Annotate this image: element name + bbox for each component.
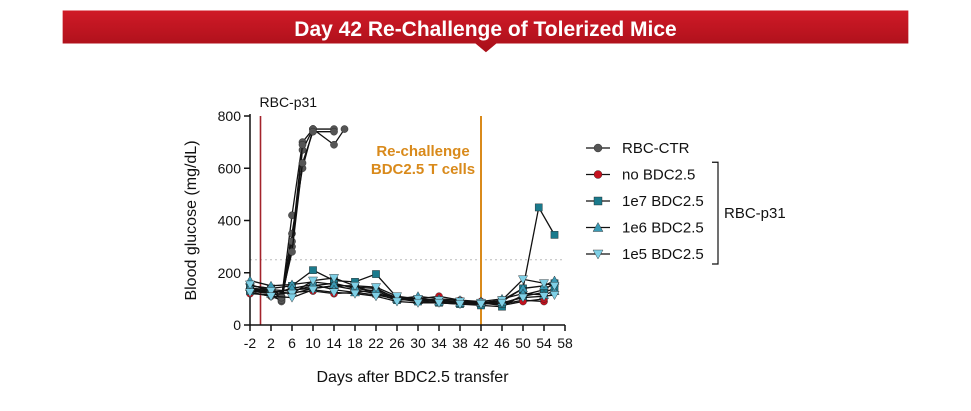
data-point xyxy=(308,285,318,295)
banner-shape xyxy=(62,10,909,53)
data-point xyxy=(245,288,255,298)
legend-label: 1e5 BDC2.5 xyxy=(622,246,704,263)
rechallenge-label-line2: BDC2.5 T cells xyxy=(371,161,475,178)
legend-item: 1e7 BDC2.5 xyxy=(586,193,704,210)
series-layer xyxy=(245,125,560,311)
legend-label: RBC-CTR xyxy=(622,140,690,157)
series-line xyxy=(249,277,555,304)
x-tick-label: 50 xyxy=(515,335,531,351)
y-tick-label: 0 xyxy=(233,317,241,333)
rbc-injection-label: RBC-p31 xyxy=(260,94,318,110)
x-tick-label: 38 xyxy=(452,335,468,351)
data-point xyxy=(340,125,349,133)
data-point xyxy=(497,298,507,308)
data-point xyxy=(539,279,549,289)
data-point xyxy=(330,127,338,136)
data-point xyxy=(245,280,255,290)
data-point xyxy=(534,203,543,212)
data-point xyxy=(372,270,380,278)
x-tick-label: 46 xyxy=(494,335,510,351)
legend-label: 1e7 BDC2.5 xyxy=(622,193,704,210)
data-point xyxy=(287,293,297,303)
data-point xyxy=(309,127,317,136)
data-point xyxy=(392,297,402,307)
legend: RBC-CTR no BDC2.5 1e7 BDC2.5 1e6 BDC2.5 1e5 … xyxy=(586,140,704,263)
x-tick-label: 6 xyxy=(288,335,296,351)
legend-bracket xyxy=(712,161,719,265)
x-tick-label: 54 xyxy=(536,335,552,351)
x-tick-label: -2 xyxy=(244,335,257,351)
data-point xyxy=(288,248,296,256)
data-point xyxy=(266,287,276,297)
data-point xyxy=(298,140,307,149)
data-point xyxy=(329,288,339,298)
page-title: Day 42 Re-Challenge of Tolerized Mice xyxy=(294,18,677,41)
rechallenge-label-line1: Re-challenge xyxy=(376,143,469,160)
legend-label: 1e6 BDC2.5 xyxy=(622,220,704,237)
data-point xyxy=(266,292,276,302)
series-line xyxy=(249,144,304,302)
data-point xyxy=(518,293,528,303)
y-tick-label: 200 xyxy=(218,265,242,281)
data-point xyxy=(329,274,339,283)
x-tick-label: 14 xyxy=(326,335,342,351)
x-ticks: -2 2 6 10 14 18 22 26 30 34 38 42 46 50 54 58 xyxy=(244,325,573,351)
data-point xyxy=(549,291,560,300)
data-point xyxy=(455,300,465,310)
legend-item: 1e5 BDC2.5 xyxy=(586,246,704,263)
y-tick-label: 600 xyxy=(218,160,242,176)
legend-marker xyxy=(593,170,603,179)
data-point xyxy=(550,231,559,239)
data-point xyxy=(371,283,381,293)
y-tick-label: 400 xyxy=(218,213,242,229)
legend-marker xyxy=(593,196,603,206)
legend-item: 1e6 BDC2.5 xyxy=(586,220,704,237)
data-point xyxy=(539,292,549,302)
legend-marker xyxy=(592,222,604,232)
x-tick-label: 30 xyxy=(410,335,426,351)
data-point xyxy=(413,298,423,308)
legend-marker xyxy=(592,249,604,260)
series-line xyxy=(249,128,314,298)
data-point xyxy=(371,292,381,302)
x-tick-label: 18 xyxy=(347,335,363,351)
data-point xyxy=(288,237,296,246)
data-point xyxy=(350,289,360,299)
x-tick-label: 2 xyxy=(267,335,275,351)
data-point xyxy=(298,159,307,167)
x-tick-label: 34 xyxy=(431,335,447,351)
x-tick-label: 58 xyxy=(557,335,573,351)
data-point xyxy=(392,292,402,302)
data-point xyxy=(518,275,528,285)
data-point xyxy=(434,298,444,308)
data-point xyxy=(309,266,317,274)
data-point xyxy=(350,282,360,291)
x-tick-label: 10 xyxy=(305,335,321,351)
x-axis-title: Days after BDC2.5 transfer xyxy=(316,369,509,386)
series-1e5-bdc2-5 xyxy=(245,285,560,310)
data-point xyxy=(549,282,560,291)
legend-label: no BDC2.5 xyxy=(622,167,695,184)
series-rbc-ctr xyxy=(246,140,307,304)
data-point xyxy=(330,140,338,149)
data-point xyxy=(476,300,486,310)
legend-bracket-label: RBC-p31 xyxy=(724,205,786,222)
y-tick-label: 800 xyxy=(218,108,242,124)
legend-item: RBC-CTR xyxy=(586,140,690,157)
series-line xyxy=(249,289,555,305)
x-tick-label: 42 xyxy=(473,335,489,351)
legend-item: no BDC2.5 xyxy=(586,167,695,184)
x-tick-label: 22 xyxy=(368,335,384,351)
data-point xyxy=(308,276,318,286)
y-axis-title: Blood glucose (mg/dL) xyxy=(183,140,200,300)
header-banner xyxy=(62,10,909,53)
legend-marker xyxy=(593,143,603,153)
y-ticks: 0 200 400 600 800 xyxy=(218,108,250,333)
x-tick-label: 26 xyxy=(389,335,405,351)
